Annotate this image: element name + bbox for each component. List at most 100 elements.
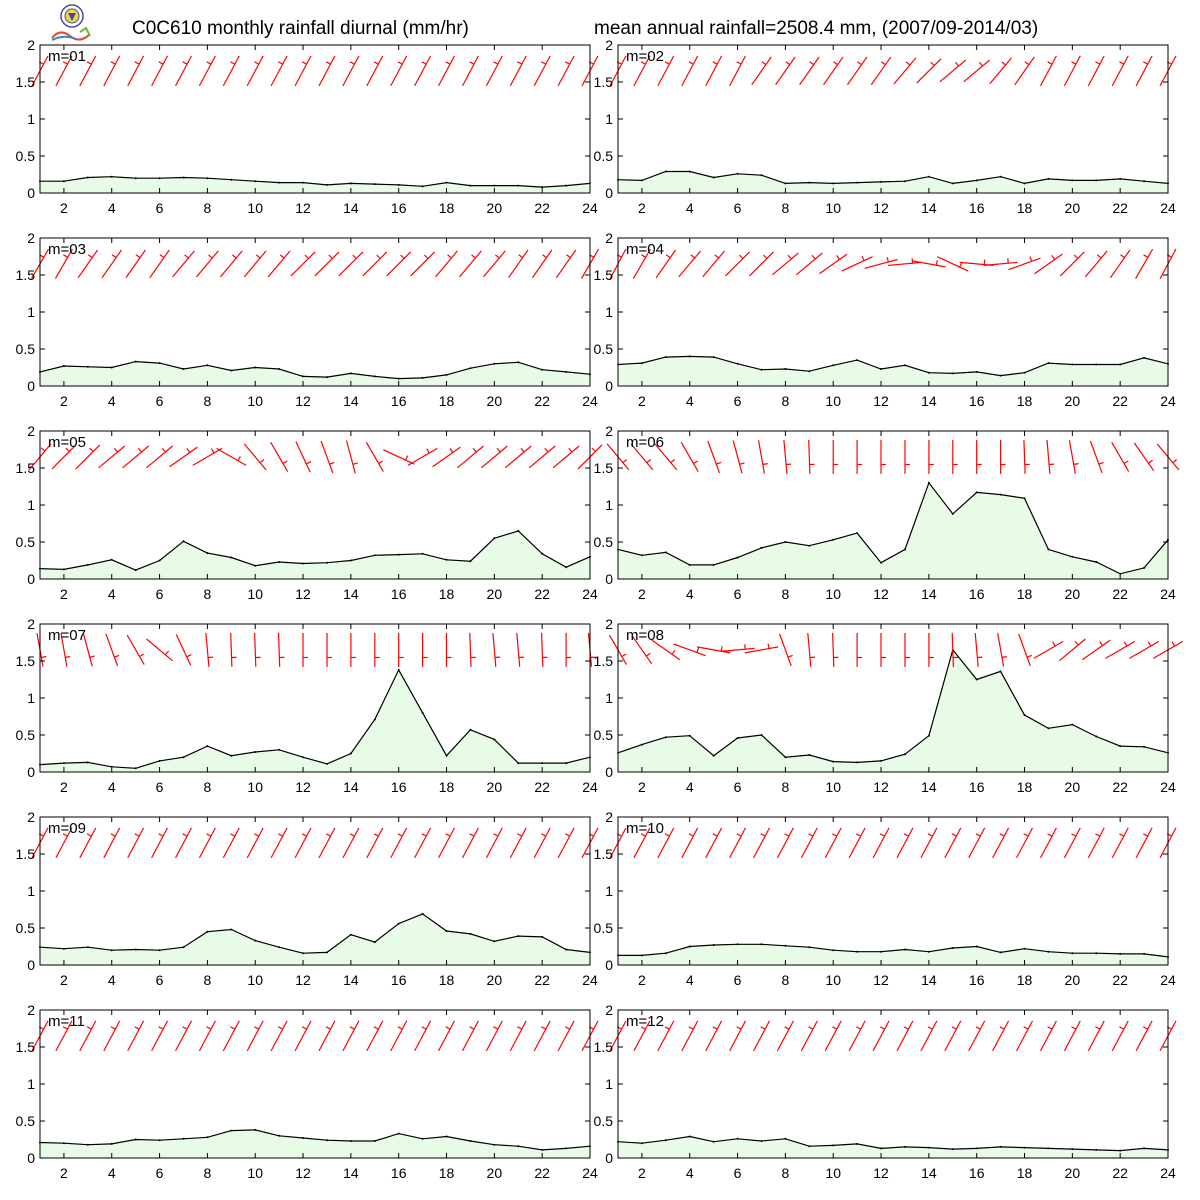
- wind-barb: [772, 252, 799, 276]
- rain-point: [278, 946, 281, 949]
- rain-point: [1071, 363, 1074, 366]
- x-tick-label: 16: [969, 393, 985, 409]
- rain-point: [640, 554, 643, 557]
- rain-point: [688, 170, 691, 173]
- rain-point: [1143, 952, 1146, 955]
- rain-point: [975, 1147, 978, 1150]
- wind-barb: [939, 59, 967, 83]
- wind-barb: [752, 827, 771, 859]
- wind-barb: [951, 632, 959, 667]
- wind-barb: [795, 252, 823, 276]
- rain-point: [1143, 1147, 1146, 1150]
- wind-barb: [1015, 827, 1034, 859]
- rain-area: [618, 649, 1168, 772]
- rain-point: [302, 181, 304, 184]
- wind-barb: [98, 445, 126, 469]
- rain-point: [62, 180, 65, 183]
- rain-point: [134, 767, 137, 770]
- wind-barb: [928, 632, 934, 667]
- rain-point: [493, 1143, 496, 1146]
- rain-point: [373, 718, 376, 721]
- x-tick-label: 18: [439, 972, 455, 988]
- x-tick-label: 10: [825, 779, 841, 795]
- x-tick-label: 10: [247, 393, 263, 409]
- rain-line: [39, 913, 591, 954]
- rain-point: [397, 553, 400, 556]
- rain-point: [517, 1145, 520, 1148]
- rain-point: [565, 1147, 568, 1150]
- rain-point: [904, 180, 906, 183]
- rain-point: [856, 761, 859, 764]
- x-tick-label: 6: [156, 972, 164, 988]
- wind-barb: [509, 55, 527, 87]
- panel-m=03: 00.511.522 4 6 8 10 12 14 16 18 20 22 24m=03: [16, 230, 600, 409]
- wind-barb: [198, 827, 216, 859]
- y-tick-label: 1: [27, 690, 35, 706]
- wind-barb: [552, 445, 580, 469]
- x-tick-label: 8: [781, 200, 789, 216]
- y-tick-label: 1: [27, 497, 35, 513]
- x-tick-label: 10: [247, 779, 263, 795]
- y-tick-label: 2: [605, 230, 613, 246]
- y-tick-label: 1: [605, 111, 613, 127]
- wind-barb: [198, 55, 216, 87]
- rain-point: [856, 181, 859, 184]
- x-tick-label: 10: [247, 1165, 263, 1181]
- x-tick-label: 24: [1160, 1165, 1176, 1181]
- wind-barb: [219, 250, 243, 278]
- wind-barb: [992, 827, 1010, 859]
- wind-barb: [1135, 248, 1154, 279]
- rain-point: [349, 1140, 352, 1142]
- panel-label: m=03: [48, 241, 86, 258]
- wind-barb: [366, 55, 384, 87]
- y-tick-label: 2: [605, 616, 613, 632]
- y-tick-label: 0: [605, 378, 613, 394]
- wind-barb: [856, 632, 863, 667]
- rain-point: [541, 762, 544, 765]
- rain-point: [999, 374, 1002, 377]
- rain-point: [326, 561, 328, 564]
- x-tick-label: 6: [156, 200, 164, 216]
- wind-barb: [350, 632, 356, 667]
- rain-point: [975, 370, 978, 373]
- x-tick-label: 6: [734, 1165, 742, 1181]
- y-tick-label: 2: [605, 1002, 613, 1018]
- wind-barb: [126, 634, 145, 665]
- wind-barb: [630, 443, 654, 471]
- wind-barb: [1018, 633, 1033, 667]
- wind-barb: [230, 632, 237, 667]
- wind-barb: [800, 1020, 818, 1052]
- wind-barb: [864, 256, 898, 269]
- rain-point: [999, 1145, 1002, 1148]
- y-tick-label: 0: [27, 957, 35, 973]
- wind-barb: [365, 441, 384, 472]
- wind-barb: [1008, 256, 1041, 271]
- wind-barb: [314, 251, 340, 277]
- rain-point: [784, 944, 787, 947]
- wind-barb: [509, 827, 527, 859]
- wind-barb: [681, 55, 699, 87]
- wind-barb: [36, 633, 47, 667]
- y-tick-label: 1.5: [16, 74, 36, 90]
- rain-point: [565, 370, 568, 373]
- rain-point: [182, 946, 185, 949]
- rain-point: [517, 529, 520, 532]
- wind-barb: [174, 827, 193, 859]
- wind-barb: [222, 827, 240, 859]
- x-tick-label: 10: [825, 200, 841, 216]
- rain-point: [397, 922, 400, 925]
- x-tick-label: 18: [1017, 779, 1033, 795]
- rain-point: [1071, 179, 1074, 182]
- wind-barb: [880, 632, 886, 667]
- wind-barb: [267, 250, 291, 278]
- wind-barb: [657, 1020, 675, 1052]
- rain-point: [278, 181, 281, 184]
- rain-point: [856, 950, 859, 953]
- rain-point: [62, 365, 65, 367]
- rain-point: [736, 556, 739, 559]
- wind-barb: [1129, 640, 1160, 659]
- x-tick-label: 4: [108, 779, 116, 795]
- x-tick-label: 14: [343, 1165, 359, 1181]
- wind-barb: [1135, 1020, 1153, 1052]
- rain-point: [541, 552, 544, 555]
